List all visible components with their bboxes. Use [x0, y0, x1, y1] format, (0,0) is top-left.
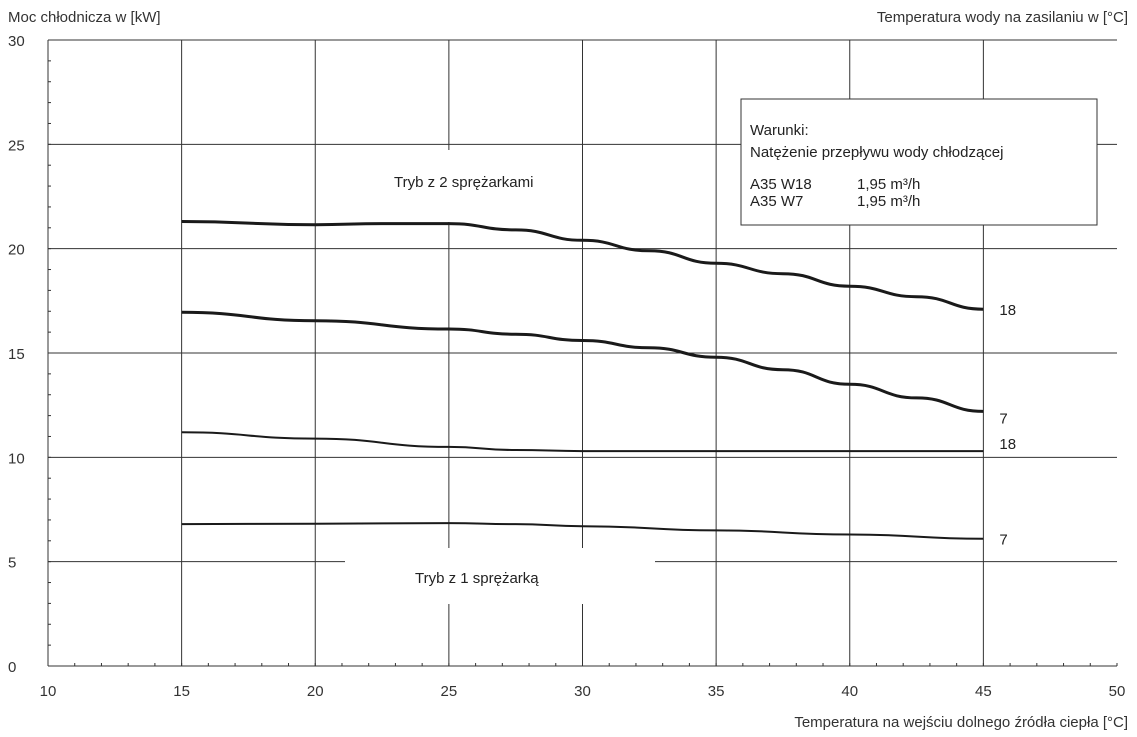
- axes: [47, 39, 1118, 667]
- conditions-row-1-flow: 1,95 m³/h: [857, 176, 920, 193]
- y-axis-label: Moc chłodnicza w [kW]: [8, 9, 161, 26]
- y-tick-label: 20: [8, 242, 25, 259]
- series-end-label-bg: [989, 434, 1026, 453]
- series-end-label-bg: [989, 300, 1026, 319]
- conditions-box: Warunki: Natężenie przepływu wody chłodz…: [740, 98, 1098, 226]
- series-line: [181, 310, 984, 413]
- x-tick-label: 20: [307, 683, 324, 700]
- series-line: [181, 431, 984, 453]
- conditions-row-2-cond: A35 W7: [750, 193, 803, 210]
- x-tick-label: 30: [574, 683, 591, 700]
- conditions-row-2-flow: 1,95 m³/h: [857, 193, 920, 210]
- series-label-title: Temperatura wody na zasilaniu w [°C]: [877, 9, 1128, 26]
- x-tick-label: 15: [173, 683, 190, 700]
- series-end-label-bg: [989, 408, 1026, 427]
- mode-1-label: Tryb z 1 sprężarką: [415, 570, 539, 587]
- conditions-subtitle: Natężenie przepływu wody chłodzącej: [750, 144, 1003, 161]
- series-lines: [181, 220, 984, 540]
- x-axis-label: Temperatura na wejściu dolnego źródła ci…: [794, 714, 1128, 731]
- y-tick-label: 10: [8, 450, 25, 467]
- y-tick-label: 15: [8, 346, 25, 363]
- x-tick-label: 40: [841, 683, 858, 700]
- x-tick-label: 45: [975, 683, 992, 700]
- x-tick-label: 10: [40, 683, 57, 700]
- series-end-label-bg: [989, 529, 1026, 548]
- series-end-label: 7: [999, 532, 1007, 549]
- y-tick-label: 25: [8, 137, 25, 154]
- series-end-label: 18: [999, 302, 1016, 319]
- series-end-labels: 18 7 18 7: [989, 300, 1026, 549]
- series-end-label: 18: [999, 436, 1016, 453]
- conditions-title: Warunki:: [750, 122, 809, 139]
- y-tick-label: 30: [8, 33, 25, 50]
- series-end-label: 7: [999, 410, 1007, 427]
- tick-labels: 10 15 20 25 30 35 40 45 50 0 5 10 15 20 25 30: [8, 33, 1125, 700]
- x-tick-label: 50: [1109, 683, 1126, 700]
- series-line: [181, 220, 984, 311]
- series-line: [181, 522, 984, 540]
- mode-2-label: Tryb z 2 sprężarkami: [394, 174, 533, 191]
- mode-1-bg: [345, 548, 655, 604]
- y-tick-label: 5: [8, 555, 16, 572]
- mode-2-bg: [345, 150, 575, 222]
- x-tick-label: 35: [708, 683, 725, 700]
- conditions-row-1-cond: A35 W18: [750, 176, 812, 193]
- x-tick-label: 25: [441, 683, 458, 700]
- y-tick-label: 0: [8, 659, 16, 676]
